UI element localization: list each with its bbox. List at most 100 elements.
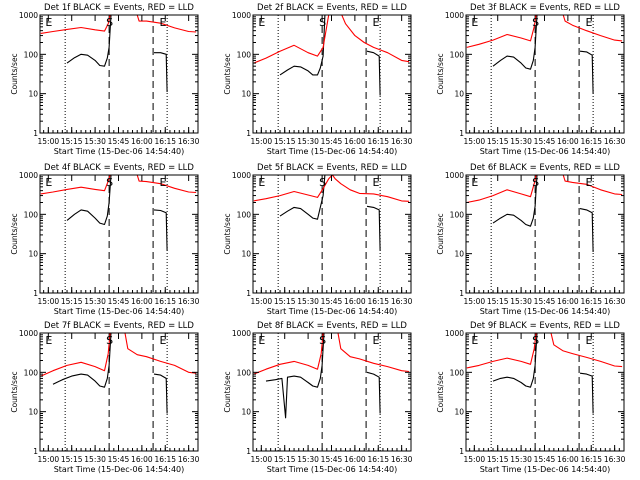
y-tick-label: 1000: [232, 11, 251, 20]
chart-title: Det 9f BLACK = Events, RED = LLD: [470, 321, 620, 331]
plot-frame: [252, 14, 412, 134]
lld-series-line: [253, 15, 330, 64]
lld-series-line: [466, 175, 537, 204]
region-annotation: S: [319, 334, 326, 347]
x-tick-label: 16:15: [367, 137, 389, 146]
y-tick-label: 100: [24, 368, 39, 377]
region-annotation: E: [45, 176, 52, 189]
x-tick-label: 16:15: [154, 297, 176, 306]
y-tick-label: 1: [33, 129, 38, 138]
y-tick-label: 1000: [232, 329, 251, 338]
lld-series-line: [136, 175, 197, 194]
lld-series-line: [341, 15, 410, 63]
region-annotation: S: [532, 176, 539, 189]
x-tick-label: 15:15: [487, 137, 509, 146]
y-tick-label: 10: [454, 250, 464, 259]
lld-series-line: [466, 333, 537, 369]
chart-title: Det 7f BLACK = Events, RED = LLD: [44, 321, 194, 331]
x-tick-label: 16:30: [391, 297, 413, 306]
y-tick-label: 10: [241, 90, 251, 99]
y-tick-label: 10: [454, 408, 464, 417]
x-tick-label: 15:15: [61, 297, 83, 306]
y-tick-label: 10: [28, 250, 38, 259]
x-tick-label: 15:15: [487, 297, 509, 306]
x-tick-label: 15:00: [251, 137, 273, 146]
x-tick-label: 15:45: [321, 297, 343, 306]
region-annotation: S: [106, 334, 113, 347]
plot-frame: [465, 332, 625, 452]
events-series-line: [366, 371, 381, 414]
events-series-line: [366, 205, 381, 251]
x-tick-label: 16:15: [367, 455, 389, 464]
events-series-line: [579, 208, 594, 253]
chart-data-lines: [40, 175, 197, 251]
region-annotation: S: [532, 334, 539, 347]
region-annotation: E: [471, 16, 478, 29]
x-tick-label: 15:15: [61, 455, 83, 464]
x-tick-label: 15:45: [321, 455, 343, 464]
events-series-line: [154, 52, 168, 93]
chart-data-lines: [466, 15, 623, 94]
y-tick-label: 10: [241, 250, 251, 259]
chart-data-lines: [40, 333, 197, 414]
y-tick-label: 1: [459, 289, 464, 298]
chart-title: Det 3f BLACK = Events, RED = LLD: [470, 3, 620, 13]
x-tick-label: 15:15: [274, 455, 296, 464]
x-tick-label: 15:15: [487, 455, 509, 464]
x-tick-label: 16:30: [604, 297, 626, 306]
lld-series-line: [562, 15, 623, 42]
plot-frame: [252, 332, 412, 452]
x-tick-label: 15:45: [534, 137, 556, 146]
y-tick-label: 1: [246, 447, 251, 456]
x-tick-label: 16:15: [154, 137, 176, 146]
x-tick-label: 15:30: [510, 137, 532, 146]
region-annotation: E: [585, 16, 592, 29]
chart-title: Det 5f BLACK = Events, RED = LLD: [257, 163, 407, 173]
y-tick-label: 1: [459, 447, 464, 456]
y-axis-title: Counts/sec: [10, 213, 19, 254]
x-tick-label: 15:00: [38, 297, 60, 306]
region-annotation: E: [585, 176, 592, 189]
chart-panel-6: Det 6f BLACK = Events, RED = LLD E S E 1 10 10…: [436, 163, 626, 316]
x-tick-label: 15:30: [84, 455, 106, 464]
x-tick-label: 15:00: [464, 297, 486, 306]
y-tick-label: 1000: [445, 171, 464, 180]
x-tick-label: 16:30: [391, 137, 413, 146]
chart-data-lines: [253, 175, 410, 251]
region-annotation: E: [258, 334, 265, 347]
chart-panel-5: Det 5f BLACK = Events, RED = LLD E S E 1 10 10…: [223, 163, 413, 316]
y-tick-label: 100: [24, 210, 39, 219]
y-axis-title: Counts/sec: [10, 53, 19, 94]
x-tick-label: 15:45: [534, 455, 556, 464]
x-tick-label: 16:30: [178, 297, 200, 306]
region-annotation: E: [159, 16, 166, 29]
x-tick-label: 16:00: [344, 297, 366, 306]
events-series-line: [366, 50, 381, 96]
events-series-line: [492, 175, 538, 227]
chart-title: Det 6f BLACK = Events, RED = LLD: [470, 163, 620, 173]
x-tick-label: 15:15: [274, 137, 296, 146]
x-tick-label: 15:00: [464, 137, 486, 146]
chart-data-lines: [466, 175, 623, 253]
x-tick-label: 15:45: [534, 297, 556, 306]
events-series-line: [579, 50, 594, 94]
lld-series-line: [124, 333, 197, 374]
x-tick-label: 16:30: [178, 137, 200, 146]
y-axis-title: Counts/sec: [223, 213, 232, 254]
y-tick-label: 1000: [445, 11, 464, 20]
y-tick-label: 1: [246, 289, 251, 298]
y-tick-label: 10: [28, 90, 38, 99]
lld-series-line: [337, 333, 410, 373]
x-tick-label: 15:00: [38, 455, 60, 464]
x-tick-label: 15:30: [297, 455, 319, 464]
y-tick-label: 100: [24, 50, 39, 59]
lld-series-line: [253, 175, 410, 202]
x-tick-label: 16:30: [604, 137, 626, 146]
x-tick-label: 16:15: [154, 455, 176, 464]
x-tick-label: 16:15: [580, 297, 602, 306]
y-tick-label: 1000: [19, 329, 38, 338]
region-annotation: S: [319, 176, 326, 189]
lld-series-line: [40, 175, 111, 195]
plot-frame: [39, 332, 199, 452]
chart-panel-2: Det 2f BLACK = Events, RED = LLD E S E 1 10 10…: [223, 3, 413, 156]
